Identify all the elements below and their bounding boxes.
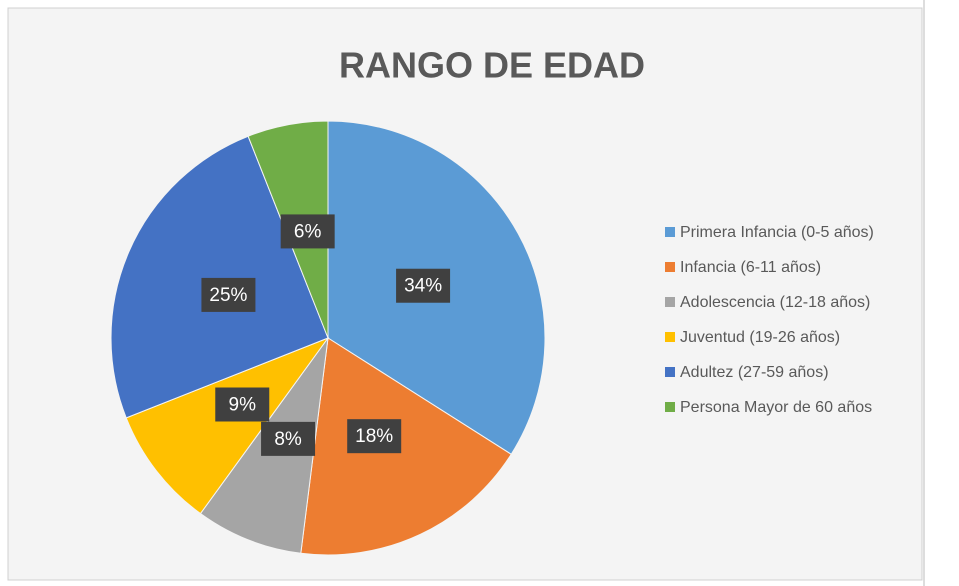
pie-slice — [110, 135, 329, 419]
legend-label: Adolescencia (12-18 años) — [680, 294, 870, 311]
data-label: 9% — [229, 395, 257, 416]
data-label: 18% — [355, 426, 393, 447]
legend-swatch — [665, 297, 675, 307]
legend-label: Persona Mayor de 60 años — [680, 399, 872, 416]
label-box — [201, 277, 256, 312]
legend-swatch — [665, 367, 675, 377]
label-box — [396, 268, 451, 303]
legend-swatch — [665, 402, 675, 412]
legend-swatch — [665, 262, 675, 272]
label-box — [261, 421, 316, 456]
pie-slice — [300, 337, 512, 556]
legend-swatch — [665, 332, 675, 342]
data-label: 34% — [404, 276, 442, 297]
label-box — [347, 419, 402, 454]
label-box — [280, 214, 335, 249]
label-box — [215, 387, 270, 422]
chart-title: RANGO DE EDAD — [339, 45, 645, 86]
data-label: 6% — [294, 221, 322, 242]
pie-slice — [125, 336, 330, 515]
legend-label: Juventud (19-26 años) — [680, 329, 840, 346]
data-label: 25% — [209, 285, 247, 306]
data-label: 8% — [274, 429, 302, 450]
legend-swatch — [665, 227, 675, 237]
legend-label: Adultez (27-59 años) — [680, 364, 829, 381]
legend-label: Primera Infancia (0-5 años) — [680, 224, 874, 241]
legend-label: Infancia (6-11 años) — [680, 259, 821, 276]
